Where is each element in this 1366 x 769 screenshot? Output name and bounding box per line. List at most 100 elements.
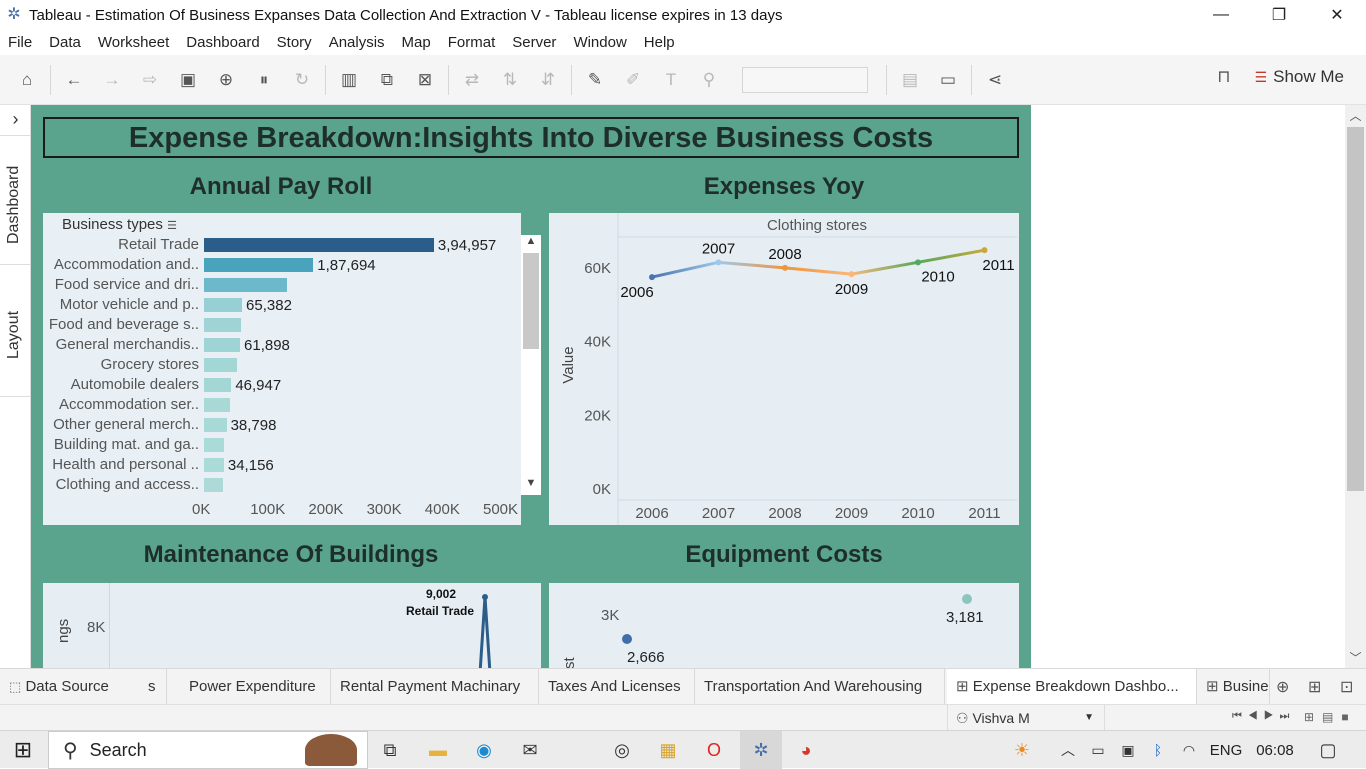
menu-window[interactable]: Window (573, 34, 627, 51)
main-scroll-thumb[interactable] (1347, 127, 1364, 491)
annotate-icon[interactable]: ✐ (625, 69, 641, 89)
minimize-button[interactable]: — (1213, 6, 1229, 23)
view-mode-icons[interactable]: ⊞▤■ (1304, 710, 1357, 724)
payroll-bar[interactable] (204, 378, 232, 392)
tab-expense-breakdown-dashboard[interactable]: ⊞ Expense Breakdown Dashbo... (947, 669, 1197, 705)
redo-icon[interactable]: → (103, 69, 121, 89)
expand-pane-icon[interactable]: › (12, 109, 19, 129)
yoy-point[interactable] (715, 259, 722, 266)
payroll-bar[interactable] (204, 358, 238, 372)
file-explorer-icon[interactable]: ▬ (429, 739, 447, 760)
sort-asc-icon[interactable]: ⇅ (502, 69, 518, 89)
yoy-point[interactable] (848, 271, 855, 278)
swap-icon[interactable]: ⇄ (464, 69, 480, 89)
tab-data-source[interactable]: ⬚ Data Source s (0, 669, 167, 705)
payroll-bar[interactable] (204, 398, 230, 412)
taskbar-search[interactable]: ⚲ Search (48, 731, 368, 769)
edge-icon[interactable]: ◉ (476, 739, 492, 760)
tableau-taskbar-icon[interactable]: ✲ (740, 731, 782, 769)
user-dropdown[interactable]: ⚇ Vishva M ▼ (947, 705, 1105, 731)
wifi-icon[interactable]: ◠ (1182, 741, 1196, 758)
mail-icon[interactable]: ✉ (522, 739, 538, 760)
clear-icon[interactable]: ⊠ (417, 69, 433, 89)
menu-format[interactable]: Format (447, 34, 496, 51)
share-icon[interactable]: ⋖ (987, 69, 1003, 89)
new-dashboard-tab-icon[interactable]: ⊞ (1308, 679, 1322, 696)
payroll-bar[interactable] (204, 438, 225, 452)
pause-icon[interactable]: ⏸ (259, 69, 269, 89)
refresh-icon[interactable]: ↻ (294, 69, 310, 89)
sort-icon[interactable]: ☰ (167, 220, 177, 232)
menu-help[interactable]: Help (643, 34, 675, 51)
payroll-bar[interactable] (204, 258, 314, 272)
camera-icon[interactable]: ▣ (1121, 741, 1135, 758)
tab-dashboard[interactable]: Dashboard (0, 135, 31, 265)
main-scroll-up-icon[interactable]: ︿ (1349, 109, 1362, 123)
equip-point-1[interactable] (622, 634, 632, 644)
yoy-point[interactable] (782, 264, 788, 271)
yoy-point[interactable] (915, 259, 921, 266)
duplicate-icon[interactable]: ⧉ (380, 69, 394, 89)
menu-story[interactable]: Story (276, 34, 312, 51)
equipment-chart[interactable]: st 3K 2,666 3,181 (549, 583, 1019, 668)
highlight-icon[interactable]: ✎ (587, 69, 603, 89)
yoy-point[interactable] (981, 247, 988, 254)
yoy-point[interactable] (649, 274, 655, 281)
payroll-scrollbar[interactable]: ▲ ▼ (521, 235, 541, 495)
equip-point-2[interactable] (962, 594, 972, 604)
payroll-bar[interactable] (204, 418, 227, 432)
payroll-bar[interactable] (204, 458, 224, 472)
payroll-bar[interactable] (204, 238, 434, 252)
new-story-tab-icon[interactable]: ⊡ (1340, 679, 1354, 696)
home-icon[interactable]: ⌂ (21, 69, 33, 89)
save-icon[interactable]: ▣ (179, 69, 197, 89)
language-indicator[interactable]: ENG (1209, 741, 1243, 759)
tab-rental-payment-machinary[interactable]: Rental Payment Machinary (331, 669, 539, 705)
payroll-bar[interactable] (204, 478, 223, 492)
restore-button[interactable]: ❐ (1271, 7, 1287, 24)
menu-file[interactable]: File (8, 34, 33, 51)
main-scroll-down-icon[interactable]: ﹀ (1349, 651, 1362, 665)
tab-transportation[interactable]: Transportation And Warehousing (695, 669, 945, 705)
close-button[interactable]: ✕ (1330, 7, 1344, 24)
opera-icon[interactable]: O (706, 739, 721, 760)
payroll-bar[interactable] (204, 278, 287, 292)
tray-chevron-icon[interactable]: ︿ (1061, 742, 1075, 758)
menu-data[interactable]: Data (49, 34, 81, 51)
replay-icon[interactable]: ⇨ (142, 69, 158, 89)
presentation-icon[interactable]: ▭ (939, 69, 957, 89)
weather-icon[interactable]: ☀ (1013, 739, 1031, 760)
scroll-thumb[interactable] (523, 253, 539, 349)
new-worksheet-icon[interactable]: ▥ (340, 69, 358, 89)
paint-icon[interactable]: ⊓ (1217, 67, 1231, 86)
tab-business-partial[interactable]: ⊞ Busine (1197, 669, 1270, 705)
scroll-down-icon[interactable]: ▼ (525, 477, 537, 489)
show-me-button[interactable]: ⊓ ☰ Show Me (1217, 67, 1344, 87)
tab-power-expenditure[interactable]: Power Expenditure (180, 669, 331, 705)
battery-icon[interactable]: ▭ (1091, 741, 1105, 758)
main-vertical-scrollbar[interactable]: ︿ ﹀ (1345, 105, 1366, 668)
tab-layout[interactable]: Layout (0, 265, 31, 397)
undo-icon[interactable]: ← (65, 69, 83, 89)
sheet-navigation[interactable]: ⏮◀▶⏭ (1232, 710, 1296, 722)
new-worksheet-tab-icon[interactable]: ⊕ (1276, 679, 1290, 696)
task-view-icon[interactable]: ⧉ (383, 739, 397, 760)
store-icon[interactable]: ▦ (659, 739, 677, 760)
clock[interactable]: 06:08 (1256, 741, 1294, 759)
bluetooth-icon[interactable]: ᛒ (1153, 742, 1163, 758)
menu-server[interactable]: Server (512, 34, 557, 51)
expenses-yoy-chart[interactable]: Clothing stores 0K 20K 40K 60K 2006 2007 2008 20… (549, 213, 1019, 525)
new-datasource-icon[interactable]: ⊕ (218, 69, 234, 89)
menu-dashboard[interactable]: Dashboard (186, 34, 260, 51)
notifications-icon[interactable]: ▢ (1319, 739, 1337, 760)
payroll-bar[interactable] (204, 298, 243, 312)
menu-worksheet[interactable]: Worksheet (97, 34, 170, 51)
scroll-up-icon[interactable]: ▲ (525, 235, 537, 247)
media-icon[interactable]: ◎ (614, 739, 630, 760)
menu-map[interactable]: Map (401, 34, 431, 51)
chrome-icon[interactable]: ◕ (800, 739, 812, 760)
fit-dropdown[interactable] (742, 66, 868, 93)
payroll-chart[interactable]: Business types ☰ Retail Trade 3,94,957 Acc… (43, 213, 541, 525)
chart-icon[interactable]: ▤ (901, 69, 919, 89)
label-icon[interactable]: T (665, 69, 677, 89)
